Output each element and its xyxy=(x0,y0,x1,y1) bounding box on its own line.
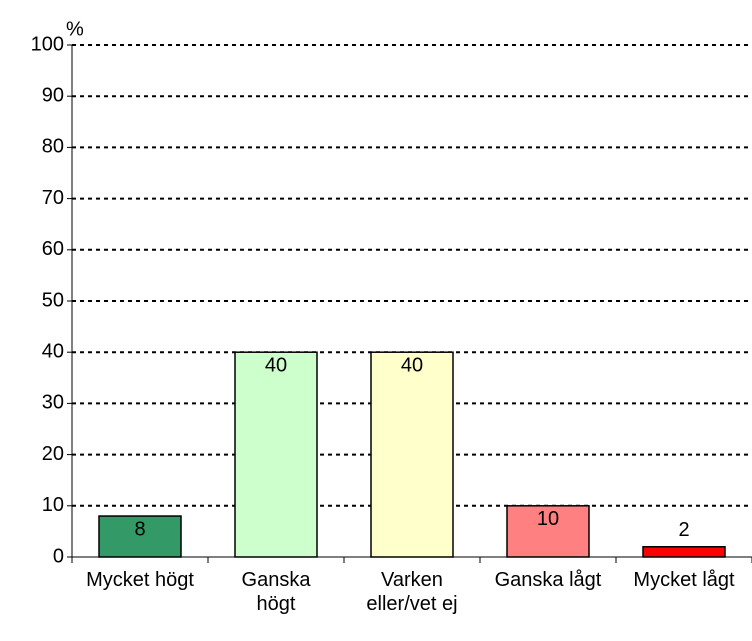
y-tick-label: 10 xyxy=(42,494,64,516)
x-tick-label: Mycket högt xyxy=(86,569,194,591)
bar xyxy=(98,515,182,558)
y-tick-label: 100 xyxy=(31,33,64,55)
bar xyxy=(642,546,726,558)
y-tick-label: 90 xyxy=(42,84,64,106)
y-tick-label: 70 xyxy=(42,187,64,209)
value-label: 10 xyxy=(537,508,559,530)
value-label: 40 xyxy=(401,354,423,376)
x-tick-label: Mycket lågt xyxy=(633,569,735,591)
bar xyxy=(370,351,454,558)
bar xyxy=(234,351,318,558)
y-tick-label: 60 xyxy=(42,238,64,260)
y-tick-label: 40 xyxy=(42,340,64,362)
y-tick-label: 50 xyxy=(42,289,64,311)
y-unit-label: % xyxy=(66,18,84,40)
y-tick-label: 20 xyxy=(42,443,64,465)
y-tick-label: 0 xyxy=(53,545,64,567)
y-tick-label: 30 xyxy=(42,392,64,414)
x-tick-label: Varken eller/vet ej xyxy=(366,569,458,615)
value-label: 40 xyxy=(265,354,287,376)
x-tick-label: Ganska lågt xyxy=(494,569,602,591)
bar xyxy=(506,505,590,558)
value-label: 2 xyxy=(678,519,689,541)
y-tick-label: 80 xyxy=(42,136,64,158)
value-label: 8 xyxy=(134,518,145,540)
x-tick-label: Ganska högt xyxy=(241,569,311,615)
